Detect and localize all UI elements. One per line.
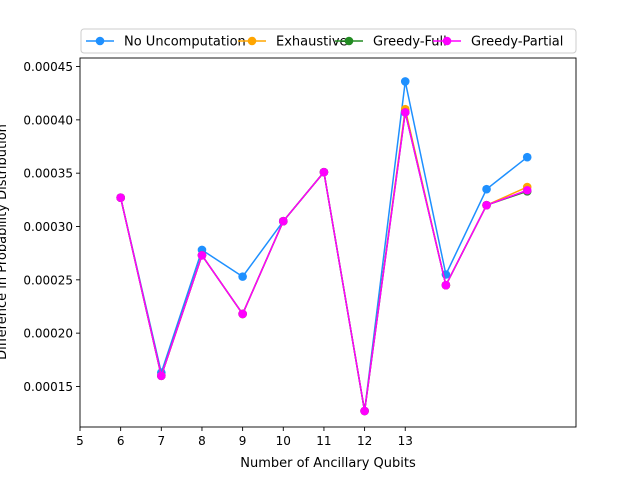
x-tick-label: 7 [157, 434, 165, 448]
data-point [400, 77, 410, 86]
y-axis-label: Difference in Probability Distribution [0, 124, 10, 360]
data-point [116, 193, 125, 203]
x-tick-label: 6 [117, 434, 125, 448]
y-tick-label: 0.00035 [23, 167, 73, 181]
data-point [278, 216, 288, 226]
legend-label: Greedy-Full [373, 35, 447, 50]
data-point [238, 272, 247, 281]
legend-entry: Greedy-Full [335, 35, 447, 50]
x-tick-label: 13 [398, 434, 413, 448]
y-tick-label: 0.00045 [23, 60, 73, 74]
data-point [522, 152, 532, 162]
x-tick-label: 5 [76, 434, 84, 448]
plot-frame [79, 57, 577, 428]
data-point [441, 280, 451, 290]
x-axis-label: Number of Ancillary Qubits [240, 456, 416, 471]
legend-marker [247, 36, 257, 46]
data-point [360, 406, 369, 416]
legend-marker [95, 36, 105, 46]
data-point [157, 371, 166, 381]
y-tick-label: 0.00020 [23, 327, 73, 341]
legend-entry: No Uncomputation [86, 35, 246, 50]
data-point [238, 309, 247, 319]
series-greedy-partial [116, 108, 532, 416]
legend: No Uncomputation Exhaustive Greedy-Full Gre… [80, 28, 577, 54]
plot-layer [116, 77, 532, 416]
legend-entry: Greedy-Partial [433, 35, 563, 50]
legend-entry: Exhaustive [238, 35, 348, 50]
y-tick-label: 0.00015 [23, 380, 73, 394]
y-tick-label: 0.00030 [23, 220, 73, 234]
y-tick-label: 0.00025 [23, 273, 73, 287]
legend-marker [442, 36, 452, 46]
x-tick-label: 11 [316, 434, 331, 448]
legend-label: No Uncomputation [124, 35, 246, 50]
x-tick-label: 10 [276, 434, 291, 448]
data-point [482, 184, 491, 194]
legend-box [80, 28, 577, 54]
legend-label: Greedy-Partial [471, 35, 563, 50]
x-tick-label: 12 [357, 434, 372, 448]
x-tick-label: 9 [239, 434, 247, 448]
data-point [400, 108, 410, 117]
data-point [522, 185, 532, 195]
x-tick-label: 8 [198, 434, 206, 448]
legend-marker [344, 36, 354, 46]
data-point [319, 167, 329, 177]
y-tick-label: 0.00040 [23, 113, 73, 127]
legend-label: Exhaustive [276, 35, 348, 50]
axis-layer: 5 6 7 8 9 10 11 12 13 0.00015 0.00020 0.00025 0.0003… [23, 60, 413, 448]
data-point [197, 250, 207, 260]
data-point [482, 200, 491, 210]
